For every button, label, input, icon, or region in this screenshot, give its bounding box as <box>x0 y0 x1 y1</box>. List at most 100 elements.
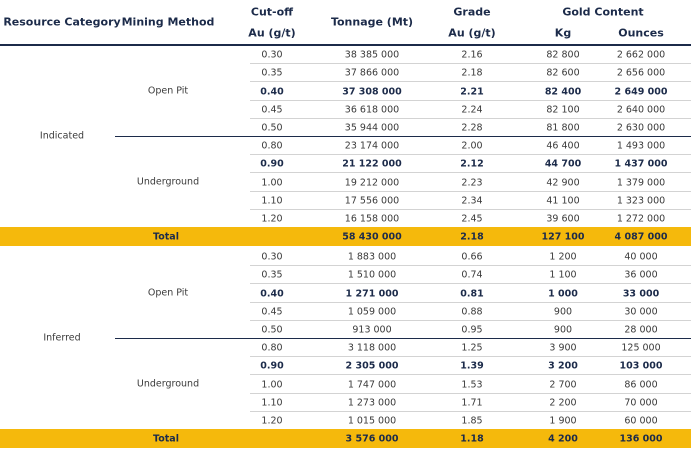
group-rule <box>115 338 691 339</box>
cell: 0.95 <box>461 324 483 336</box>
cell: 2 649 000 <box>614 86 668 97</box>
cell: 1.10 <box>261 397 283 409</box>
resource-category: Inferred <box>43 332 81 344</box>
cell: 1 015 000 <box>347 415 397 427</box>
cell: 0.40 <box>260 288 284 299</box>
cell: 30 000 <box>624 306 658 318</box>
cell: 1 100 <box>549 269 577 281</box>
total-cell: 58 430 000 <box>342 231 402 242</box>
cell: 17 556 000 <box>344 195 400 207</box>
header-cell: Ounces <box>618 26 664 40</box>
cell: 2.23 <box>461 177 483 188</box>
row-rule <box>250 319 691 321</box>
group-rule <box>115 136 691 137</box>
row-rule <box>250 154 691 156</box>
cell: 1.85 <box>461 415 483 427</box>
cell: 1 273 000 <box>347 397 397 409</box>
cell: 3 118 000 <box>347 342 397 354</box>
row-rule <box>250 172 691 174</box>
cell: 913 000 <box>352 324 392 336</box>
cell: 70 000 <box>624 397 658 409</box>
cell: 103 000 <box>619 360 663 372</box>
row-rule <box>250 99 691 101</box>
cell: 1.39 <box>460 360 484 372</box>
resource-category: Indicated <box>39 130 85 142</box>
cell: 37 308 000 <box>342 86 402 97</box>
cell: 2 656 000 <box>616 67 666 79</box>
mining-method: Open Pit <box>147 287 189 298</box>
cell: 0.45 <box>261 104 283 116</box>
header-cell: Cut-off <box>250 5 294 19</box>
cell: 0.81 <box>460 288 484 299</box>
cell: 0.50 <box>261 122 283 134</box>
cell: 1.00 <box>261 177 283 188</box>
cell: 1.00 <box>261 379 283 390</box>
cell: 35 944 000 <box>344 122 400 134</box>
total-label: Total <box>153 231 179 242</box>
cell: 38 385 000 <box>344 49 400 61</box>
header-cell: Gold Content <box>562 5 644 19</box>
cell: 2.28 <box>461 122 483 134</box>
cell: 1 272 000 <box>616 213 666 225</box>
cell: 0.30 <box>261 49 283 61</box>
row-rule <box>250 190 691 192</box>
header-cell: Tonnage (Mt) <box>330 15 414 29</box>
cell: 2 640 000 <box>616 104 666 116</box>
cell: 2 630 000 <box>616 122 666 134</box>
cell: 1 271 000 <box>345 288 399 299</box>
cell: 82 800 <box>546 49 580 61</box>
cell: 46 400 <box>546 140 580 152</box>
cell: 3 900 <box>549 342 577 354</box>
cell: 44 700 <box>544 158 582 170</box>
cell: 0.45 <box>261 306 283 318</box>
cell: 125 000 <box>621 342 661 354</box>
cell: 2.16 <box>461 49 483 61</box>
header-cell: Mining Method <box>121 15 215 29</box>
cell: 82 400 <box>544 86 582 97</box>
row-rule <box>250 63 691 65</box>
cell: 2.12 <box>460 158 484 170</box>
cell: 60 000 <box>624 415 658 427</box>
row-rule <box>250 265 691 267</box>
cell: 1 323 000 <box>616 195 666 207</box>
cell: 82 600 <box>546 67 580 79</box>
mining-method: Open Pit <box>147 85 189 96</box>
cell: 1 900 <box>549 415 577 427</box>
cell: 21 122 000 <box>342 158 402 170</box>
cell: 1 493 000 <box>616 140 666 152</box>
cell: 1 379 000 <box>616 177 666 188</box>
cell: 19 212 000 <box>344 177 400 188</box>
cell: 36 618 000 <box>344 104 400 116</box>
cell: 0.74 <box>461 269 483 281</box>
total-band <box>0 429 691 448</box>
cell: 1.10 <box>261 195 283 207</box>
cell: 1.25 <box>461 342 483 354</box>
header-cell: Resource Category <box>3 15 121 29</box>
cell: 1 437 000 <box>614 158 668 170</box>
cell: 86 000 <box>624 379 658 390</box>
cell: 1.20 <box>261 415 283 427</box>
cell: 40 000 <box>624 251 658 263</box>
cell: 2 700 <box>549 379 577 390</box>
cell: 1 883 000 <box>347 251 397 263</box>
cell: 28 000 <box>624 324 658 336</box>
header-cell: Kg <box>554 26 572 40</box>
cell: 0.66 <box>461 251 483 263</box>
total-label: Total <box>153 433 179 444</box>
cell: 36 000 <box>624 269 658 281</box>
cell: 81 800 <box>546 122 580 134</box>
cell: 2.21 <box>460 86 484 97</box>
cell: 1 200 <box>549 251 577 263</box>
cell: 1 000 <box>548 288 578 299</box>
row-rule <box>250 301 691 303</box>
cell: 1.20 <box>261 213 283 225</box>
cell: 82 100 <box>546 104 580 116</box>
cell: 37 866 000 <box>344 67 400 79</box>
cell: 0.80 <box>261 342 283 354</box>
cell: 2 305 000 <box>345 360 399 372</box>
cell: 1 059 000 <box>347 306 397 318</box>
row-rule <box>250 392 691 394</box>
cell: 2 200 <box>549 397 577 409</box>
total-cell: 127 100 <box>541 231 585 242</box>
total-cell: 4 087 000 <box>614 231 668 242</box>
